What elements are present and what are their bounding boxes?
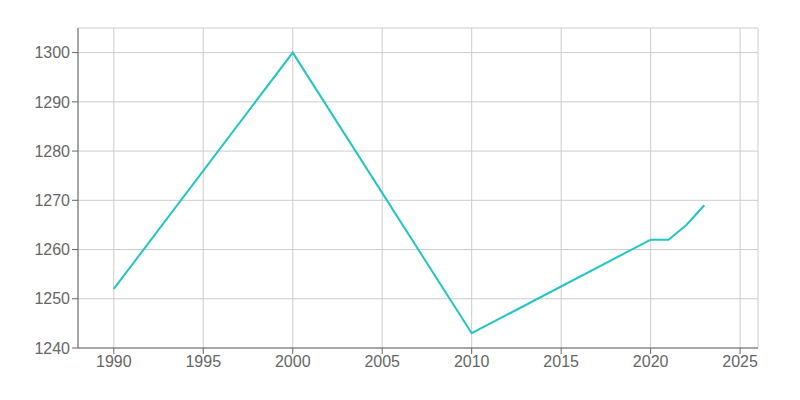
svg-text:1290: 1290 [34,94,70,111]
svg-text:2015: 2015 [543,353,579,370]
svg-text:2010: 2010 [454,353,490,370]
svg-text:2000: 2000 [275,353,311,370]
svg-text:1990: 1990 [96,353,132,370]
svg-text:2025: 2025 [722,353,758,370]
svg-text:1260: 1260 [34,241,70,258]
svg-text:1995: 1995 [185,353,221,370]
svg-text:1270: 1270 [34,192,70,209]
svg-text:1280: 1280 [34,143,70,160]
svg-text:1240: 1240 [34,340,70,357]
svg-text:1250: 1250 [34,290,70,307]
svg-text:2005: 2005 [364,353,400,370]
svg-text:1300: 1300 [34,44,70,61]
svg-text:2020: 2020 [633,353,669,370]
